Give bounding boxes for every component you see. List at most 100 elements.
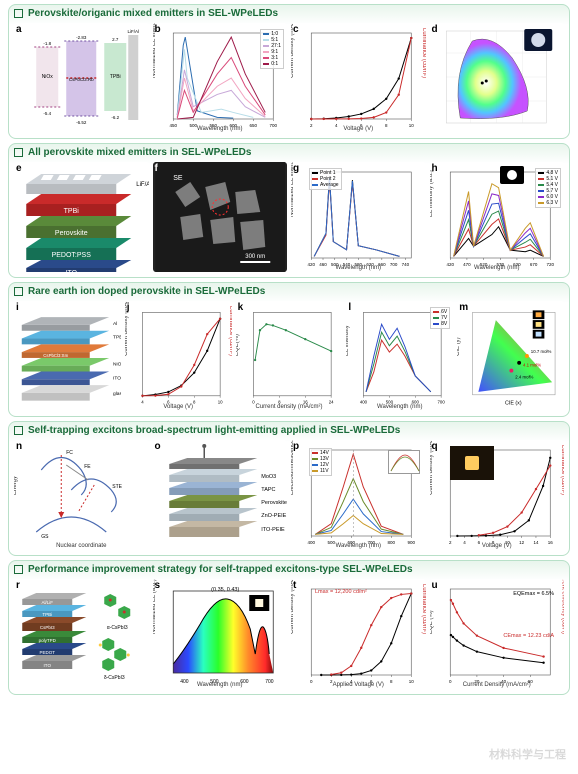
svg-text:TPBi: TPBi [64, 208, 80, 215]
ylabel-u: EQE (%) [430, 610, 434, 634]
watermark: 材料科学与工程 [489, 746, 566, 762]
panel-j: j 46810 Voltage (V) Current density (mA/… [125, 301, 232, 411]
panel-q-label: q [432, 441, 438, 452]
legend-h: 4.8 V 5.1 V 5.4 V 5.7 V 6.0 V 6.3 V [535, 168, 561, 208]
svg-text:TPBi: TPBi [113, 335, 121, 341]
svg-text:LiF/Al: LiF/Al [136, 182, 148, 188]
panel-f: f SE 300 nm [153, 162, 288, 272]
svg-text:ITO-PEIE: ITO-PEIE [261, 527, 285, 533]
panel-p: p 400500600700800900 14V 13V 12V 11V Wav… [291, 440, 426, 550]
svg-text:10.7 mol%: 10.7 mol% [531, 349, 552, 354]
annotation-t: Lmax = 12,200 cd/m² [315, 589, 367, 595]
section-4-panels: n FC FE STE GS Nuclear coordinate Energy… [14, 440, 564, 550]
svg-text:TAPC: TAPC [261, 487, 275, 493]
panel-p-label: p [293, 441, 299, 452]
xlabel-b: Wavelength (nm) [153, 126, 288, 132]
panel-t: t 0246810 Lmax = 12,200 cd/m² Applied Vo… [291, 579, 426, 689]
panel-e: e LiF/Al TPBi Perovskite PEDOT:PSS ITO [14, 162, 149, 272]
svg-text:2.7: 2.7 [112, 37, 119, 42]
svg-text:PEDOT:PSS: PEDOT:PSS [52, 252, 92, 259]
legend-g: Point 1 Point 2 Average [309, 168, 342, 190]
svg-text:α-CsPbI3: α-CsPbI3 [107, 625, 128, 631]
xlabel-u: Current Density (mA/cm²) [430, 682, 565, 688]
svg-text:Al: Al [113, 321, 117, 327]
xlabel-s: Wavelength (nm) [153, 682, 288, 688]
xlabel-t: Applied Voltage (V) [291, 682, 426, 688]
panel-f-label: f [155, 163, 158, 174]
section-5-title: Performance improvement strategy for sel… [14, 564, 564, 575]
panel-u-label: u [432, 580, 438, 591]
svg-text:CsPbCl3:Rb: CsPbCl3:Rb [69, 77, 94, 82]
svg-text:MoO3: MoO3 [261, 474, 276, 480]
svg-text:FE: FE [84, 464, 91, 470]
ylabel2-t: Luminance (cd/m²) [422, 584, 426, 634]
annotation-u2: CEmax = 12.23 cd/A [503, 633, 554, 639]
panel-e-label: e [16, 163, 22, 174]
panel-k: k 081624 Current density (mA/cm²) EQE(%) [236, 301, 343, 411]
svg-text:-1.8: -1.8 [43, 41, 51, 46]
svg-text:-6.2: -6.2 [111, 115, 119, 120]
svg-text:300 nm: 300 nm [245, 254, 265, 260]
panel-s-label: s [155, 580, 161, 591]
section-2-panels: e LiF/Al TPBi Perovskite PEDOT:PSS ITO [14, 162, 564, 272]
section-2-title: All perovskite mixed emitters in SEL-WPe… [14, 147, 564, 158]
svg-text:TPBi: TPBi [110, 74, 121, 80]
panel-b-label: b [155, 24, 161, 35]
ylabel2-u: Current efficiency (cd/A) [560, 579, 564, 634]
ylabel2-j: Luminance (cd/m²) [228, 306, 232, 356]
section-3-title: Rare earth ion doped perovskite in SEL-W… [14, 286, 564, 297]
xlabel-k: Current density (mA/cm²) [236, 404, 343, 410]
xlabel-c: Voltage (V) [291, 126, 426, 132]
ylabel-h: EL Intensity (a.u.) [430, 170, 434, 217]
section-3-panels: i Al TPBi CsPbCl3:Sm NiOx ITO glass j 46… [14, 301, 564, 411]
svg-text:2.4 mol%: 2.4 mol% [515, 374, 533, 379]
xlabel-h: Wavelength (nm) [430, 265, 565, 271]
svg-text:FC: FC [66, 450, 73, 456]
xlabel-j: Voltage (V) [125, 404, 232, 410]
svg-text:-5.4: -5.4 [43, 111, 51, 116]
section-4: Self-trapping excitons broad-spectrum li… [8, 421, 570, 556]
panel-a: a NiOx CsPbCl3:Rb TPBi LiF/Al -1.8 -2.83… [14, 23, 149, 133]
section-1: Perovskite/origanic mixed emitters in SE… [8, 4, 570, 139]
section-2: All perovskite mixed emitters in SEL-WPe… [8, 143, 570, 278]
legend-b: 1:0 5:1 27:1 9:1 3:1 0:1 [260, 29, 284, 69]
xlabel-n: Nuclear coordinate [14, 543, 149, 549]
panel-c: c 246810 Voltage (V) Current density (mA… [291, 23, 426, 133]
panel-q: q 246810121416 Voltage (V) Current densi… [430, 440, 565, 550]
svg-text:4.1 mol%: 4.1 mol% [523, 363, 541, 368]
panel-d-label: d [432, 24, 438, 35]
svg-text:ITO: ITO [113, 375, 121, 381]
svg-text:glass: glass [113, 391, 121, 397]
panel-j-label: j [127, 302, 130, 313]
panel-i-label: i [16, 302, 19, 313]
svg-text:-6.52: -6.52 [76, 120, 87, 125]
panel-d: d [430, 23, 565, 133]
svg-text:ITO: ITO [65, 270, 77, 272]
cie-diagram [430, 23, 565, 133]
panel-u: u 0204060 EQEmax = 6.5% CEmax = 12.23 cd… [430, 579, 565, 689]
section-5: Performance improvement strategy for sel… [8, 560, 570, 695]
svg-text:GS: GS [41, 534, 49, 540]
svg-text:LiF/Al: LiF/Al [127, 29, 139, 34]
ylabel-l: EL intensity [346, 325, 350, 356]
panel-r-label: r [16, 580, 20, 591]
svg-text:CIE (x): CIE (x) [505, 401, 522, 407]
inset-photo-h [500, 166, 524, 184]
xlabel-p: Wavelength (nm) [291, 543, 426, 549]
svg-text:δ-CsPbI3: δ-CsPbI3 [104, 675, 125, 681]
svg-text:STE: STE [112, 484, 122, 490]
svg-text:CsPbI3: CsPbI3 [40, 625, 55, 630]
svg-text:NiOx: NiOx [42, 74, 54, 80]
svg-text:SE: SE [173, 175, 183, 182]
panel-n: n FC FE STE GS Nuclear coordinate Energy [14, 440, 149, 550]
ylabel-k: EQE(%) [236, 334, 240, 356]
panel-t-label: t [293, 580, 296, 591]
panel-m-label: m [459, 302, 468, 313]
svg-text:NiOx: NiOx [113, 362, 121, 368]
legend-p: 14V 13V 12V 11V [309, 448, 332, 476]
ylabel-n: Energy [14, 476, 18, 495]
panel-s: s (0.35, 0.43) 400500600700 Wavelength (… [153, 579, 288, 689]
annotation-u1: EQEmax = 6.5% [513, 591, 554, 597]
svg-text:TPBi: TPBi [42, 612, 52, 617]
panel-h: h 420470520570620670720 4.8 V 5.1 V 5.4 … [430, 162, 565, 272]
